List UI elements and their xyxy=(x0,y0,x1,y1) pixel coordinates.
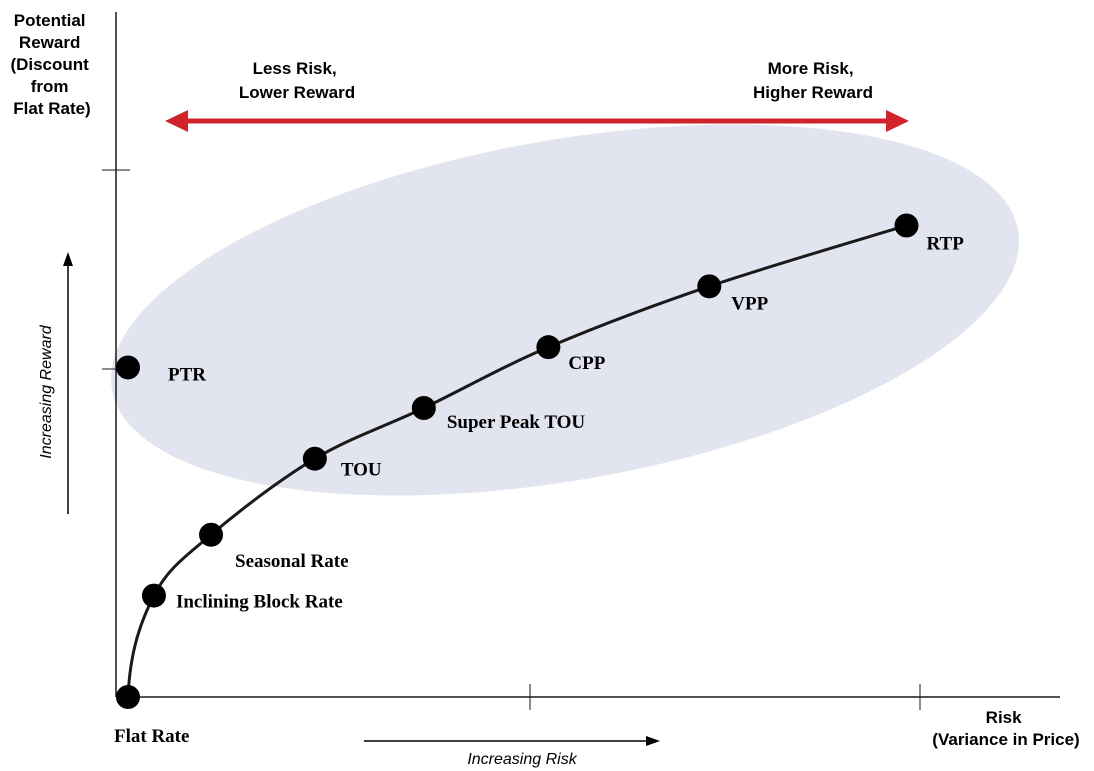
point-tou xyxy=(303,447,327,471)
higher-risk-region xyxy=(82,63,1047,558)
x-axis-title-line-1: Risk xyxy=(986,708,1022,727)
y-axis-title-line-5: Flat Rate) xyxy=(13,99,90,118)
point-inclining-block-rate xyxy=(142,584,166,608)
label-ptr: PTR xyxy=(168,364,206,385)
less-risk-banner-line-1: Less Risk, xyxy=(253,59,337,78)
increasing-risk-arrowhead xyxy=(646,736,660,746)
risk-reward-arrow-right-head xyxy=(886,110,909,132)
label-inclining-block-rate: Inclining Block Rate xyxy=(176,592,343,613)
y-axis-title-line-1: Potential xyxy=(14,11,86,30)
point-cpp xyxy=(536,335,560,359)
x-axis-title-line-2: (Variance in Price) xyxy=(932,730,1079,749)
less-risk-banner-line-2: Lower Reward xyxy=(239,83,355,102)
label-cpp: CPP xyxy=(568,353,605,374)
risk-reward-arrow-left-head xyxy=(165,110,188,132)
point-seasonal-rate xyxy=(199,523,223,547)
less-risk-banner: Less Risk, Lower Reward xyxy=(239,59,355,102)
label-seasonal-rate: Seasonal Rate xyxy=(235,551,348,572)
label-rtp: RTP xyxy=(927,233,965,254)
y-axis-title-line-2: Reward xyxy=(19,33,80,52)
more-risk-banner: More Risk, Higher Reward xyxy=(753,59,873,102)
increasing-reward-arrowhead xyxy=(63,252,73,266)
y-axis-title: Potential Reward (Discount from Flat Rat… xyxy=(10,11,93,118)
y-axis-title-line-4: from xyxy=(31,77,69,96)
increasing-reward-label: Increasing Reward xyxy=(38,324,55,459)
point-flat-rate xyxy=(116,685,140,709)
label-vpp: VPP xyxy=(731,293,768,314)
y-axis-title-line-3: (Discount xyxy=(10,55,89,74)
point-ptr xyxy=(116,355,140,379)
x-axis-title: Risk (Variance in Price) xyxy=(932,708,1079,749)
label-tou: TOU xyxy=(341,460,382,481)
label-flat-rate: Flat Rate xyxy=(114,726,189,747)
point-super-peak-tou xyxy=(412,396,436,420)
point-vpp xyxy=(697,274,721,298)
increasing-risk-label: Increasing Risk xyxy=(467,751,577,768)
more-risk-banner-line-1: More Risk, xyxy=(768,59,854,78)
more-risk-banner-line-2: Higher Reward xyxy=(753,83,873,102)
point-rtp xyxy=(895,213,919,237)
label-super-peak-tou: Super Peak TOU xyxy=(447,412,586,433)
